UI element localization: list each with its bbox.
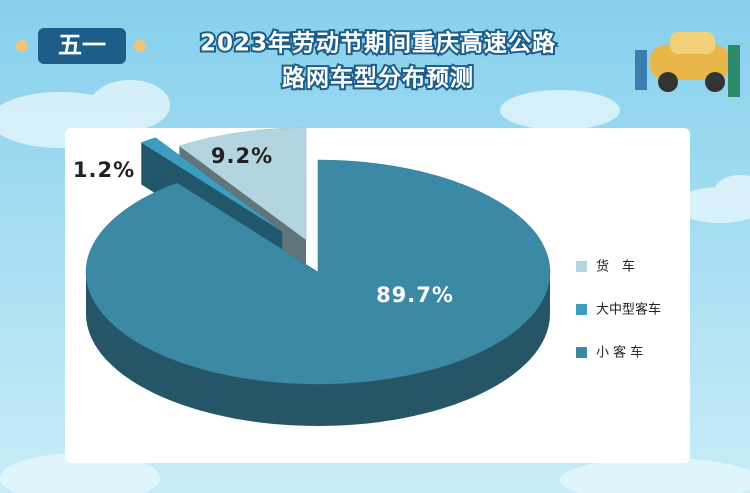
legend-swatch <box>576 347 587 358</box>
title: 2023年劳动节期间重庆高速公路 <box>200 30 556 57</box>
pie: 9.2% 1.2% 89.7% <box>73 127 551 426</box>
slice-top <box>178 127 307 241</box>
value-label: 89.7% <box>376 283 454 307</box>
slice-top <box>85 159 551 385</box>
slice <box>85 159 551 426</box>
legend-label: 大中型客车 <box>596 302 661 318</box>
badge: 五一 <box>16 28 146 64</box>
legend-label: 小 客 车 <box>596 345 643 361</box>
slice-side <box>86 272 550 426</box>
legend-swatch <box>576 261 587 272</box>
badge-text: 五一 <box>58 31 106 59</box>
title: 路网车型分布预测 <box>282 65 474 92</box>
value-label: 1.2% <box>73 158 135 182</box>
illustration <box>635 32 740 97</box>
slice-top <box>140 137 283 232</box>
value-label: 9.2% <box>211 144 273 168</box>
legend-swatch <box>576 304 587 315</box>
legend-label: 货 车 <box>596 259 635 275</box>
